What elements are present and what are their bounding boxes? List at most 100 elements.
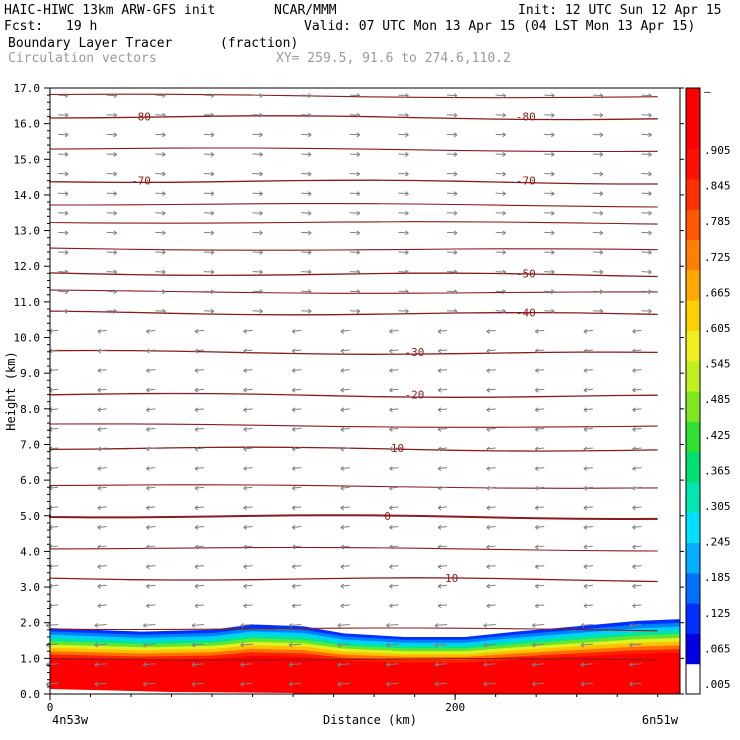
contour-line-extra-6 bbox=[49, 247, 658, 251]
circulation-vector bbox=[240, 623, 253, 626]
vector-arrowhead bbox=[648, 230, 652, 236]
vector-arrowhead bbox=[389, 368, 393, 374]
circulation-vector bbox=[94, 623, 107, 626]
vector-arrowhead bbox=[162, 308, 166, 314]
y-tick-label: 17.0 bbox=[14, 82, 41, 95]
circulation-vector bbox=[203, 212, 214, 214]
vector-arrowhead bbox=[191, 662, 196, 668]
circulation-vector bbox=[58, 290, 69, 293]
circulation-vector bbox=[337, 682, 350, 685]
circulation-vector bbox=[349, 192, 360, 195]
vector-arrowhead bbox=[599, 112, 604, 118]
circulation-vector bbox=[435, 623, 448, 626]
vector-arrowhead bbox=[437, 583, 442, 589]
vector-arrowhead bbox=[340, 407, 345, 413]
contour-label: -70 bbox=[131, 175, 151, 188]
circulation-vector bbox=[146, 427, 156, 430]
circulation-vector bbox=[301, 310, 312, 312]
vector-arrowhead bbox=[340, 328, 345, 334]
vector-arrowhead bbox=[291, 446, 296, 452]
vector-arrowhead bbox=[502, 289, 506, 295]
vector-arrowhead bbox=[437, 348, 442, 354]
circulation-vector bbox=[398, 133, 409, 136]
vector-arrowhead bbox=[243, 564, 247, 570]
vector-arrowhead bbox=[340, 544, 345, 550]
vector-arrowhead bbox=[146, 348, 150, 354]
vector-arrowhead bbox=[146, 446, 150, 452]
vector-arrowhead bbox=[259, 289, 263, 295]
vector-arrowhead bbox=[146, 525, 150, 530]
vector-arrowhead bbox=[162, 230, 166, 236]
circulation-vector bbox=[292, 565, 302, 568]
vector-arrowhead bbox=[94, 642, 98, 648]
vector-arrowhead bbox=[194, 427, 199, 432]
vector-arrowhead bbox=[632, 387, 636, 393]
vector-arrowhead bbox=[97, 525, 101, 530]
vector-arrowhead bbox=[437, 407, 442, 413]
circulation-vector bbox=[629, 643, 642, 646]
vector-arrowhead bbox=[550, 93, 555, 99]
circulation-vector bbox=[194, 408, 205, 411]
circulation-vector bbox=[49, 545, 59, 548]
contour-label: -70 bbox=[516, 175, 536, 188]
vector-arrowhead bbox=[143, 623, 147, 628]
vector-arrowhead bbox=[243, 544, 247, 550]
vector-arrowhead bbox=[534, 603, 539, 609]
vector-arrowhead bbox=[243, 427, 247, 432]
vector-arrowhead bbox=[502, 171, 506, 177]
vector-arrowhead bbox=[453, 191, 458, 197]
vector-arrowhead bbox=[502, 308, 506, 314]
circulation-vector bbox=[389, 388, 399, 391]
circulation-vector bbox=[203, 173, 214, 175]
tracer-band-9 bbox=[50, 652, 680, 694]
vector-arrowhead bbox=[288, 662, 293, 668]
circulation-vector bbox=[49, 349, 59, 352]
circulation-vector bbox=[58, 251, 69, 253]
vector-arrowhead bbox=[64, 210, 69, 216]
vector-arrowhead bbox=[550, 210, 555, 216]
circulation-vector bbox=[495, 231, 506, 234]
vector-arrowhead bbox=[356, 250, 361, 255]
vector-arrowhead bbox=[194, 603, 199, 609]
circulation-vector bbox=[301, 271, 312, 273]
circulation-vector bbox=[155, 290, 166, 293]
vector-arrowhead bbox=[599, 308, 604, 314]
circulation-vector bbox=[252, 94, 263, 97]
circulation-vector bbox=[495, 173, 506, 175]
circulation-vector bbox=[447, 173, 458, 175]
contour-label: -40 bbox=[516, 307, 536, 320]
circulation-vector bbox=[641, 251, 652, 253]
vector-arrowhead bbox=[291, 466, 296, 472]
circulation-vector bbox=[349, 251, 360, 253]
circulation-vector bbox=[495, 271, 506, 273]
vector-arrowhead bbox=[307, 171, 312, 177]
vector-arrowhead bbox=[162, 132, 166, 138]
circulation-vector bbox=[289, 663, 302, 666]
vector-arrowhead bbox=[580, 642, 585, 648]
vector-arrowhead bbox=[632, 583, 636, 589]
vector-arrowhead bbox=[337, 662, 342, 668]
contour-line-3 bbox=[49, 392, 658, 398]
contour-line-4 bbox=[49, 349, 658, 355]
vector-arrowhead bbox=[162, 152, 166, 157]
vector-arrowhead bbox=[259, 93, 263, 99]
circulation-vector bbox=[252, 310, 263, 312]
circulation-vector bbox=[292, 329, 302, 332]
vector-arrowhead bbox=[437, 485, 442, 491]
vector-arrowhead bbox=[45, 681, 50, 687]
vector-arrowhead bbox=[632, 505, 636, 511]
circulation-vector bbox=[191, 623, 204, 626]
vector-arrowhead bbox=[648, 191, 652, 197]
circulation-vector bbox=[46, 682, 59, 685]
vector-arrowhead bbox=[389, 525, 393, 530]
xy-range: XY= 259.5, 91.6 to 274.6,110.2 bbox=[276, 51, 511, 66]
vector-arrowhead bbox=[648, 171, 652, 177]
vector-arrowhead bbox=[291, 328, 296, 334]
circulation-vector bbox=[583, 388, 593, 391]
circulation-vector bbox=[106, 251, 117, 253]
circulation-vector bbox=[292, 447, 302, 450]
circulation-vector bbox=[97, 525, 107, 528]
circulation-vector bbox=[106, 133, 117, 136]
circulation-vector bbox=[106, 212, 117, 214]
circulation-vector bbox=[486, 604, 496, 607]
